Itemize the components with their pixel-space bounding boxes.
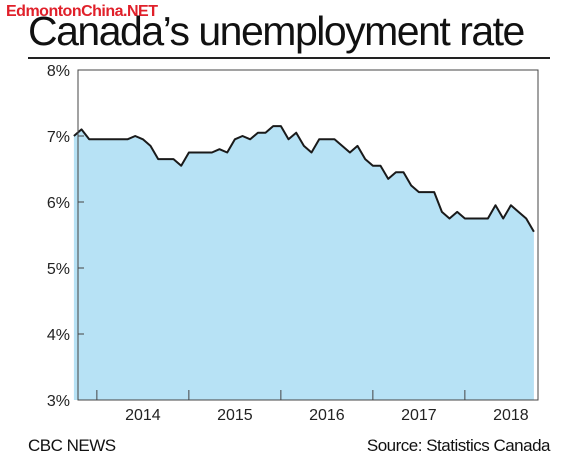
y-axis: 3% 4% 5% 6% 7% 8% bbox=[47, 63, 84, 410]
x-tick-label: 2017 bbox=[401, 407, 437, 424]
x-tick-label: 2015 bbox=[217, 407, 253, 424]
title-underline bbox=[28, 57, 550, 59]
x-axis: 2014 2015 2016 2017 2018 bbox=[96, 390, 529, 424]
chart-svg: 3% 4% 5% 6% 7% 8% 2014 2015 2016 2017 2018 bbox=[47, 63, 539, 424]
y-tick-label: 4% bbox=[47, 327, 70, 344]
unemployment-line bbox=[73, 125, 535, 233]
plot-area bbox=[73, 69, 539, 401]
watermark-text: EdmontonChina.NET bbox=[6, 3, 158, 20]
y-tick-label: 6% bbox=[47, 195, 70, 212]
chart-title: Canada’s unemployment rate bbox=[28, 8, 525, 54]
source-credit: Source: Statistics Canada bbox=[366, 436, 551, 455]
plot-border bbox=[77, 69, 539, 401]
y-tick-label: 3% bbox=[47, 393, 70, 410]
x-tick-label: 2018 bbox=[493, 407, 529, 424]
x-tick-label: 2014 bbox=[125, 407, 161, 424]
x-tick-label: 2016 bbox=[309, 407, 345, 424]
y-tick-label: 8% bbox=[47, 63, 70, 80]
y-tick-label: 5% bbox=[47, 261, 70, 278]
publisher-credit: CBC NEWS bbox=[28, 436, 116, 455]
y-tick-label: 7% bbox=[47, 129, 70, 146]
area-fill bbox=[73, 126, 534, 400]
